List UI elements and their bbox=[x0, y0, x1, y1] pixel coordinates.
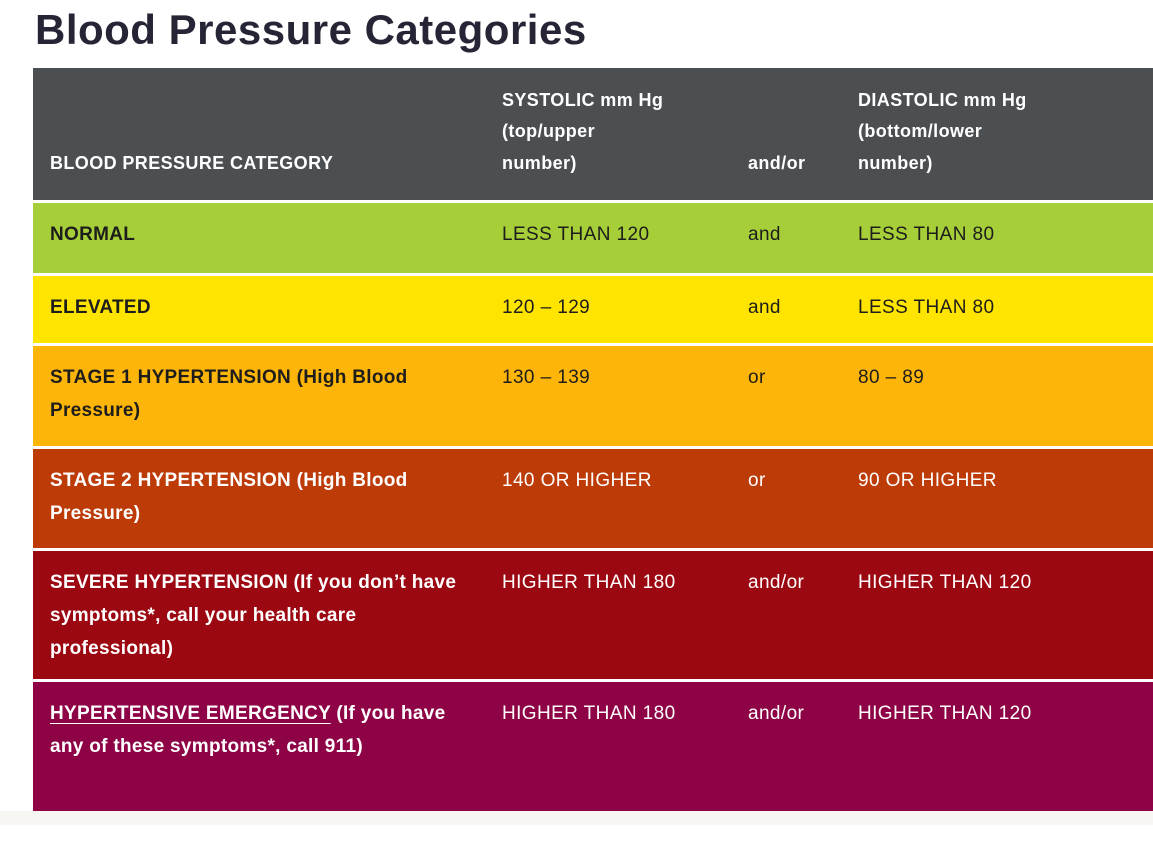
category-main: STAGE 2 HYPERTENSION (High Blood Pressur… bbox=[50, 470, 408, 524]
category-main: SEVERE HYPERTENSION (If you don’t have s… bbox=[50, 572, 457, 659]
page-title: Blood Pressure Categories bbox=[35, 6, 587, 53]
table-row: ELEVATED 120 – 129 and LESS THAN 80 bbox=[33, 276, 1153, 344]
category-cell: ELEVATED bbox=[50, 292, 480, 325]
category-rest: (If you have any of these symptoms*, cal… bbox=[50, 703, 446, 757]
header-connector-label: and/or bbox=[748, 152, 806, 173]
diastolic-value: HIGHER THAN 120 bbox=[858, 703, 1032, 725]
systolic-value: HIGHER THAN 180 bbox=[502, 703, 676, 725]
systolic-value: 140 OR HIGHER bbox=[502, 470, 652, 492]
table-row: SEVERE HYPERTENSION (If you don’t have s… bbox=[33, 551, 1153, 680]
table-rows: NORMAL LESS THAN 120 and LESS THAN 80 EL… bbox=[33, 203, 1153, 812]
diastolic-value: 90 OR HIGHER bbox=[858, 470, 997, 492]
systolic-value: 130 – 139 bbox=[502, 367, 591, 389]
category-main: ELEVATED bbox=[50, 297, 151, 319]
header-category-label: BLOOD PRESSURE CATEGORY bbox=[50, 152, 334, 173]
footer-strip bbox=[0, 811, 1153, 826]
header-diastolic-label: DIASTOLIC mm Hg (bottom/lower number) bbox=[858, 89, 1027, 173]
category-cell: STAGE 1 HYPERTENSION (High Blood Pressur… bbox=[50, 362, 480, 427]
table-row: STAGE 1 HYPERTENSION (High Blood Pressur… bbox=[33, 346, 1153, 447]
table-header-row: BLOOD PRESSURE CATEGORY SYSTOLIC mm Hg (… bbox=[33, 68, 1153, 201]
connector-value: and bbox=[748, 297, 781, 319]
connector-value: and bbox=[748, 224, 781, 246]
connector-value: or bbox=[748, 367, 766, 389]
category-main: HYPERTENSIVE EMERGENCY bbox=[50, 703, 331, 725]
diastolic-value: LESS THAN 80 bbox=[858, 224, 995, 246]
table-row: STAGE 2 HYPERTENSION (High Blood Pressur… bbox=[33, 449, 1153, 549]
category-main: STAGE 1 HYPERTENSION (High Blood Pressur… bbox=[50, 367, 408, 421]
systolic-value: LESS THAN 120 bbox=[502, 224, 650, 246]
category-cell: SEVERE HYPERTENSION (If you don’t have s… bbox=[50, 567, 480, 665]
header-systolic-label: SYSTOLIC mm Hg (top/upper number) bbox=[502, 89, 664, 173]
diastolic-value: LESS THAN 80 bbox=[858, 297, 995, 319]
category-cell: NORMAL bbox=[50, 219, 480, 252]
connector-value: and/or bbox=[748, 572, 805, 594]
category-cell: STAGE 2 HYPERTENSION (High Blood Pressur… bbox=[50, 465, 480, 530]
systolic-value: 120 – 129 bbox=[502, 297, 591, 319]
connector-value: and/or bbox=[748, 703, 805, 725]
diastolic-value: HIGHER THAN 120 bbox=[858, 572, 1032, 594]
category-main: NORMAL bbox=[50, 224, 136, 246]
systolic-value: HIGHER THAN 180 bbox=[502, 572, 676, 594]
table-row: NORMAL LESS THAN 120 and LESS THAN 80 bbox=[33, 203, 1153, 274]
blood-pressure-table: BLOOD PRESSURE CATEGORY SYSTOLIC mm Hg (… bbox=[33, 68, 1153, 812]
connector-value: or bbox=[748, 470, 766, 492]
diastolic-value: 80 – 89 bbox=[858, 367, 925, 389]
table-row: HYPERTENSIVE EMERGENCY (If you have any … bbox=[33, 682, 1153, 812]
category-cell: HYPERTENSIVE EMERGENCY (If you have any … bbox=[50, 698, 480, 763]
